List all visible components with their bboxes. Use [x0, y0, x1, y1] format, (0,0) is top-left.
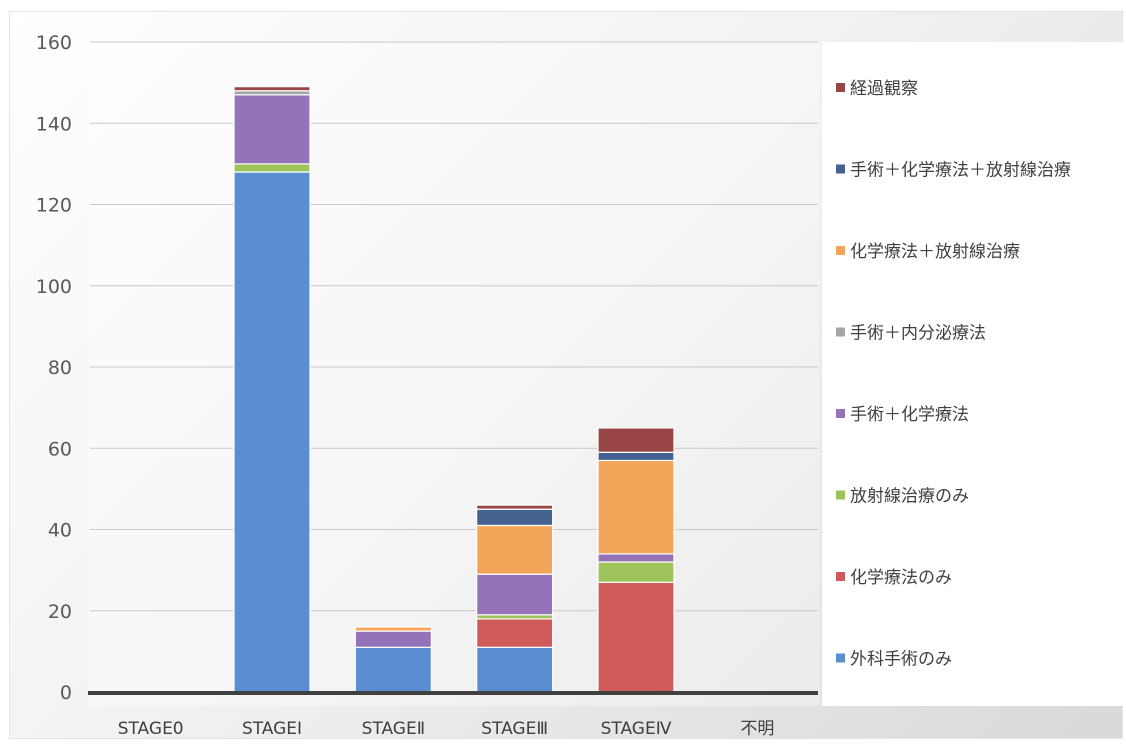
bar-segment — [476, 646, 554, 693]
y-tick-label: 160 — [36, 32, 72, 54]
bar-segment — [476, 618, 554, 648]
y-tick-label: 80 — [48, 357, 72, 379]
plot-area-background — [88, 42, 820, 706]
y-tick-label: 60 — [48, 438, 72, 460]
legend-swatch — [836, 572, 845, 581]
y-tick-label: 0 — [60, 682, 72, 704]
legend-area-background — [822, 42, 1126, 706]
bar-segment — [476, 504, 554, 510]
y-tick-label: 120 — [36, 195, 72, 217]
bar-segment — [597, 451, 675, 462]
legend-swatch — [836, 490, 845, 500]
bar-segment — [476, 524, 554, 575]
x-category-label: STAGEⅠ — [242, 719, 302, 739]
legend-swatch — [836, 409, 845, 418]
legend-entry-label: 外科手術のみ — [850, 650, 952, 670]
bar-segment — [597, 459, 675, 555]
x-category-label: 不明 — [740, 719, 774, 739]
y-axis-tick-labels: 0 20 40 60 80 100 120 140 160 — [36, 32, 72, 704]
bar-segment — [476, 573, 554, 616]
bar-segment — [354, 646, 432, 693]
legend: 経過観察手術＋化学療法＋放射線治療化学療法＋放射線治療手術＋内分泌療法手術＋化学… — [836, 79, 1071, 670]
bar-segment — [354, 626, 432, 632]
legend-entry-label: 放射線治療のみ — [850, 487, 969, 507]
bar-segment — [476, 614, 554, 620]
legend-swatch — [836, 246, 845, 255]
bars — [233, 86, 675, 693]
x-category-label: STAGEⅡ — [362, 719, 425, 739]
legend-entry-label: 手術＋内分泌療法 — [850, 324, 986, 344]
bar-segment — [233, 171, 311, 693]
legend-entry-label: 経過観察 — [850, 79, 918, 99]
bar-segment — [354, 630, 432, 648]
y-tick-label: 140 — [36, 113, 72, 135]
x-axis-category-labels: STAGE0 STAGEⅠ STAGEⅡ STAGEⅢ STAGEⅣ 不明 — [118, 719, 775, 739]
bar-segment — [597, 427, 675, 453]
bar-segment — [233, 163, 311, 173]
x-category-label: STAGEⅢ — [481, 719, 548, 739]
legend-swatch — [836, 83, 845, 92]
legend-swatch — [836, 653, 845, 663]
legend-entry-label: 手術＋化学療法＋放射線治療 — [850, 161, 1071, 181]
bar-segment — [476, 508, 554, 527]
bar-segment — [233, 94, 311, 165]
legend-swatch — [836, 327, 845, 337]
x-category-label: STAGE0 — [118, 719, 184, 739]
bar-segment — [233, 90, 311, 96]
legend-swatch — [836, 164, 845, 174]
bar-segment — [597, 561, 675, 583]
y-tick-label: 100 — [36, 276, 72, 298]
bar-segment — [233, 86, 311, 92]
legend-entry-label: 化学療法のみ — [850, 568, 952, 588]
y-tick-label: 40 — [48, 520, 72, 542]
legend-entry-label: 手術＋化学療法 — [850, 405, 969, 425]
gridlines — [90, 41, 818, 612]
bar-segment — [597, 581, 675, 693]
bar-segment — [597, 553, 675, 563]
y-tick-label: 20 — [48, 601, 72, 623]
legend-entry-label: 化学療法＋放射線治療 — [850, 242, 1020, 262]
chart-frame: 0 20 40 60 80 100 120 140 160 STAGE0 STAGEⅠ STAGEⅡ… — [10, 12, 1126, 739]
x-category-label: STAGEⅣ — [601, 719, 672, 739]
stacked-bar-chart: 0 20 40 60 80 100 120 140 160 STAGE0 STAGEⅠ STAGEⅡ… — [36, 32, 1126, 739]
